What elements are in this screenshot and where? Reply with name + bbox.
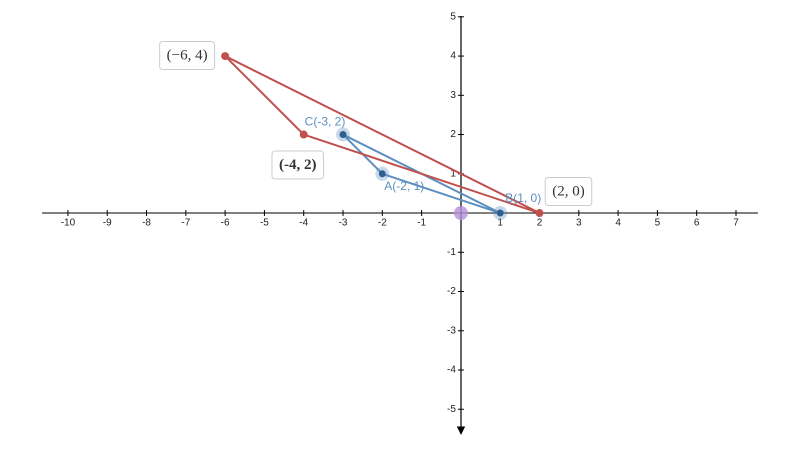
triangle [224,55,541,215]
vertex [299,130,308,139]
y-tick-label: -1 [447,247,456,258]
vertex [378,170,386,178]
x-tick-label: -3 [339,218,348,229]
vertex [221,52,230,61]
y-tick-label: 1 [450,168,456,179]
x-tick-label: 1 [497,218,503,229]
label-box-frame [271,150,324,180]
y-tick-label: -4 [447,365,456,376]
y-tick-label: 2 [450,129,456,140]
vertex-label: C(-3, 2) [305,115,346,129]
vertex [496,209,504,217]
x-tick-label: 6 [694,218,700,229]
label-box: (2, 0) [544,176,593,206]
label-box: (−6, 4) [159,41,216,71]
x-tick-label: 4 [615,218,621,229]
x-tick-label: -5 [260,218,269,229]
vertex [535,209,544,218]
vertex-label: (-4, 2) [279,157,317,173]
vertex [339,131,347,139]
x-tick-label: -2 [378,218,387,229]
x-tick-label: 2 [537,218,543,229]
point [453,206,468,221]
y-tick-label: 5 [450,11,456,22]
y-tick-label: -3 [447,325,456,336]
label-box: (-4, 2) [271,150,324,180]
y-tick-label: 3 [450,90,456,101]
x-tick-label: 7 [733,218,739,229]
x-tick-label: 5 [655,218,661,229]
vertex-label: A(-2, 1) [384,179,424,193]
x-tick-label: -10 [61,218,76,229]
label-box-frame [544,176,593,206]
x-tick-label: -4 [299,218,308,229]
vertex-label: B(1, 0) [505,191,541,205]
vertex-label: (2, 0) [552,183,585,199]
y-tick-label: -5 [447,404,456,415]
y-tick-label: -2 [447,286,456,297]
y-tick-label: 4 [450,51,456,62]
x-tick-label: 3 [576,218,582,229]
x-tick-label: -9 [103,218,112,229]
vertex-label: (−6, 4) [167,48,208,64]
x-tick-label: -6 [221,218,230,229]
x-tick-label: -8 [142,218,151,229]
label-box-frame [159,41,216,71]
x-tick-label: -1 [417,218,426,229]
x-tick-label: -7 [181,218,190,229]
